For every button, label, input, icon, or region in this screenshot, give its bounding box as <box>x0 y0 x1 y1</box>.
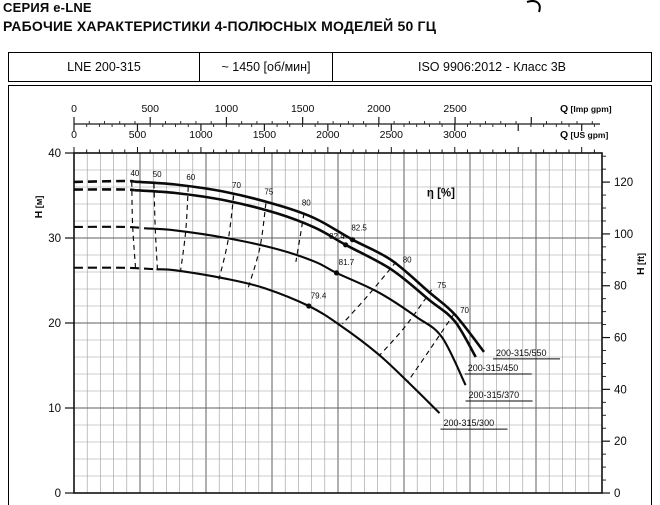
efficiency-contours: 40 50 60 70 75 80 80 75 70 η [%] <box>130 169 470 383</box>
h-ft-tick-label: 60 <box>614 333 627 345</box>
plot-frame: 0 10 20 30 40 0 20 40 60 80 100 120 H [м] H [ft] <box>33 147 647 500</box>
eta-percent-label: η [%] <box>427 187 455 199</box>
h-ft-tick-label: 120 <box>614 177 633 189</box>
efficiency-label-80: 80 <box>302 199 311 208</box>
bep-label-82.5: 82.5 <box>351 223 367 232</box>
pump-curve-200-315/450 <box>134 188 477 358</box>
us-gpm-tick-label: 3000 <box>443 129 467 141</box>
pump-curve-200-315/300 <box>156 268 441 414</box>
bep-point-82.5 <box>349 237 356 243</box>
efficiency-label-80: 80 <box>403 256 412 265</box>
curve-label-200-315/300: 200-315/300 <box>444 418 495 428</box>
imp-gpm-axis-label: Q [Imp gpm] <box>560 103 612 115</box>
h-m-tick-label: 20 <box>48 318 61 330</box>
efficiency-contour-50 <box>153 183 159 271</box>
imp-gpm-tick-label: 500 <box>141 103 159 115</box>
us-gpm-tick-label: 2500 <box>380 129 404 141</box>
curve-label-200-315/370: 200-315/370 <box>469 390 520 400</box>
header-table: LNE 200-315 ~ 1450 [об/мин] ISO 9906:201… <box>8 52 652 82</box>
h-m-tick-label: 10 <box>48 403 61 415</box>
curve-label-200-315/550: 200-315/550 <box>496 348 547 358</box>
efficiency-contour-40 <box>131 181 137 269</box>
bep-label-82.4: 82.4 <box>329 232 345 241</box>
imp-gpm-tick-label: 2500 <box>443 103 467 115</box>
bep-label-79.4: 79.4 <box>311 291 327 300</box>
speed-cell: ~ 1450 [об/мин] <box>200 53 333 81</box>
model-cell: LNE 200-315 <box>9 53 200 81</box>
efficiency-label-70: 70 <box>460 306 469 315</box>
h-ft-tick-label: 40 <box>614 384 627 396</box>
bep-points: 82.5 82.4 81.7 79.4 <box>306 223 367 309</box>
efficiency-label-60: 60 <box>186 173 195 182</box>
imp-gpm-tick-label: 1500 <box>291 103 315 115</box>
bep-point-81.7 <box>333 270 340 276</box>
efficiency-label-70: 70 <box>232 181 241 190</box>
efficiency-label-50: 50 <box>153 170 162 179</box>
pump-curve-dashed-200-315/370 <box>73 225 146 230</box>
pump-curves: 200-315/550 200-315/450 200-315/370 200-315… <box>73 179 560 430</box>
h-m-axis-label: H [м] <box>33 196 45 219</box>
us-gpm-tick-label: 0 <box>71 129 77 141</box>
efficiency-contour-80 <box>341 261 397 325</box>
bep-point-82.4 <box>343 242 349 248</box>
pump-curve-200-315/550 <box>134 180 486 353</box>
efficiency-label-75: 75 <box>264 188 273 197</box>
imp-gpm-tick-label: 2000 <box>367 103 391 115</box>
standard-cell: ISO 9906:2012 - Класс 3В <box>418 60 566 74</box>
bep-label-81.7: 81.7 <box>339 258 355 267</box>
h-ft-tick-label: 80 <box>614 281 627 293</box>
us-gpm-tick-label: 1500 <box>253 129 277 141</box>
h-ft-tick-label: 20 <box>614 436 627 448</box>
h-m-tick-label: 30 <box>48 233 61 245</box>
h-ft-axis-label: H [ft] <box>635 253 647 275</box>
efficiency-label-75: 75 <box>437 281 446 290</box>
h-m-tick-label: 0 <box>55 488 61 500</box>
curve-label-200-315/450: 200-315/450 <box>468 363 519 373</box>
page-title-series: СЕРИЯ e-LNE <box>3 0 92 15</box>
efficiency-label-40: 40 <box>130 169 139 178</box>
h-m-tick-label: 40 <box>48 148 61 160</box>
cropped-graphic-artifact <box>526 0 541 13</box>
pump-curve-dashed-200-315/300 <box>73 266 157 271</box>
efficiency-contour-75 <box>247 203 267 289</box>
us-gpm-tick-label: 500 <box>129 129 147 141</box>
flow-ruler: 0 500 1000 1500 2000 2500 0 500 1000 1500 2000 2500… <box>71 103 612 141</box>
pump-curve-200-315/370 <box>144 227 467 386</box>
page-title-main: РАБОЧИЕ ХАРАКТЕРИСТИКИ 4-ПОЛЮСНЫХ МОДЕЛЕ… <box>3 18 437 34</box>
imp-gpm-tick-label: 1000 <box>215 103 239 115</box>
efficiency-contour-70 <box>218 195 235 280</box>
imp-gpm-tick-label: 0 <box>71 103 77 115</box>
h-ft-tick-label: 100 <box>614 229 633 241</box>
bep-point-79.4 <box>306 303 312 309</box>
us-gpm-axis-label: Q [US gpm] <box>560 129 608 141</box>
pump-curve-dashed-200-315/450 <box>73 188 136 192</box>
chart-frame <box>8 85 652 505</box>
us-gpm-tick-label: 2000 <box>316 129 340 141</box>
pump-curve-dashed-200-315/550 <box>73 179 136 184</box>
efficiency-contour-70 <box>406 313 455 383</box>
efficiency-contour-60 <box>179 186 189 273</box>
h-ft-tick-label: 0 <box>614 488 620 500</box>
us-gpm-tick-label: 1000 <box>189 129 213 141</box>
